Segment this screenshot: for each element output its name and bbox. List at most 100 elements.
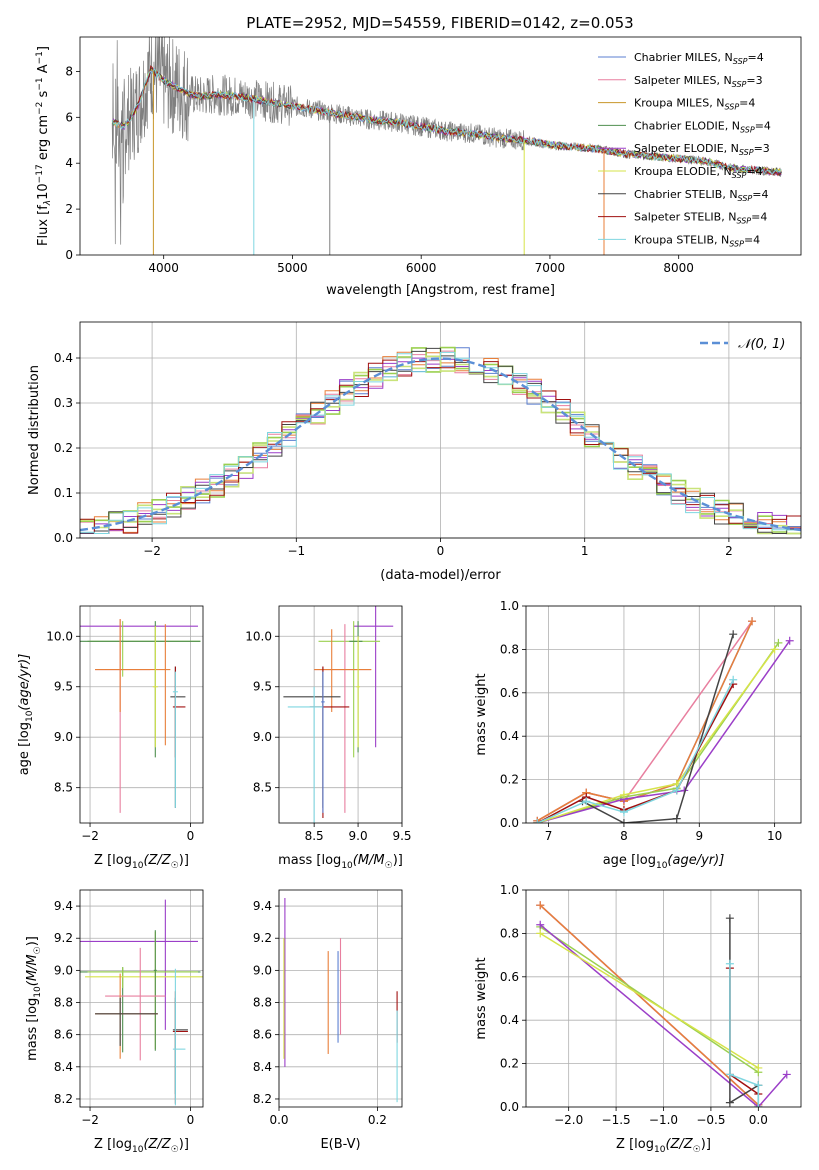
legend-entry: Salpeter MILES, NSSP=3 [634, 74, 763, 89]
weight-series-line [537, 642, 780, 823]
x-axis-label: Z [log10(Z/Z☉)] [616, 1137, 711, 1155]
weight-point-marker [754, 1063, 763, 1072]
mass-vs-ebv-panel: 0.0 0.2 8.2 8.4 8.6 8.8 9.0 9.2 9.4 E(B-V) [253, 889, 403, 1152]
y-tick-label: 0.1 [54, 486, 73, 500]
mass-weight-lines [536, 901, 791, 1107]
x-tick-label: 7 [545, 829, 553, 843]
weight-series-line [536, 679, 734, 823]
y-tick-label: 6 [65, 110, 73, 124]
weight-series-line [539, 904, 759, 1106]
y-tick-label: 0.8 [500, 642, 519, 656]
weight-point-marker [619, 808, 628, 817]
y-axis-label: Normed distribution [27, 365, 42, 495]
weight-series-line [729, 918, 760, 1107]
y-tick-label: 9.0 [54, 730, 73, 744]
legend-entry: Salpeter ELODIE, NSSP=3 [634, 142, 770, 157]
weight-point-marker [619, 790, 628, 799]
weight-vs-metallicity-panel: −2.0 −1.5 −1.0 −0.5 0.0 0.0 0.2 0.4 0.6 0.8 1.0 mas… [474, 883, 802, 1155]
y-tick-label: 2 [65, 202, 73, 216]
x-tick-label: 9.0 [349, 829, 368, 843]
weight-point-marker [533, 819, 542, 823]
x-tick-label: 6000 [406, 261, 437, 275]
x-tick-label: 8.5 [305, 829, 324, 843]
y-tick-label: 0 [65, 248, 73, 262]
weight-series-line [536, 683, 734, 823]
x-tick-label: 0.2 [368, 1113, 387, 1127]
weight-point-marker [536, 901, 545, 910]
axes-frame [79, 889, 204, 1108]
weight-point-marker [754, 1081, 763, 1090]
y-tick-label: 0.0 [500, 816, 519, 830]
spectrum-plot [111, 37, 782, 255]
x-axis-label: Z [log10(Z/Z☉)] [94, 853, 189, 871]
weight-point-marker [672, 786, 681, 795]
model-spectrum-line [111, 65, 782, 177]
x-tick-label: 0.0 [269, 1113, 288, 1127]
normal-distribution-curve [80, 357, 801, 532]
age-mass-points [283, 606, 394, 823]
x-tick-label: 7000 [535, 261, 566, 275]
weight-point-marker [770, 645, 779, 654]
y-tick-label: 9.0 [54, 963, 73, 977]
histogram-step-line [80, 359, 801, 534]
mass-weight-lines [533, 617, 794, 823]
weight-series-line [537, 648, 776, 823]
x-axis-label: mass [log10(M/M☉)] [278, 853, 403, 871]
y-tick-label: 8.6 [54, 1028, 73, 1042]
y-tick-label: 9.4 [54, 899, 73, 913]
weight-point-marker [582, 797, 591, 806]
y-tick-label: 0.4 [500, 729, 519, 743]
age-vs-metallicity-panel: −2 0 8.5 9.0 9.5 10.0 Z [log10(Z/Z☉)] age [log1… [17, 605, 204, 871]
y-tick-label: 8 [65, 64, 73, 78]
mass-ebv-points [283, 898, 398, 1103]
y-tick-label: 9.5 [253, 680, 272, 694]
y-tick-label: 9.2 [253, 931, 272, 945]
weight-series-line [582, 633, 734, 823]
legend-entry: Chabrier STELIB, NSSP=4 [634, 188, 768, 203]
y-tick-label: 0.2 [500, 773, 519, 787]
legend-entry: Chabrier MILES, NSSP=4 [634, 51, 764, 66]
y-tick-label: 9.4 [253, 899, 272, 913]
weight-series-line [539, 932, 759, 1069]
spectrum-panel: 4000 5000 6000 7000 8000 0 2 4 6 8 wavelength [Ang… [35, 36, 802, 298]
y-tick-label: 9.0 [253, 730, 272, 744]
figure-title: PLATE=2952, MJD=54559, FIBERID=0142, z=0… [246, 14, 633, 32]
x-tick-label: 10 [767, 829, 782, 843]
y-axis-label: mass weight [474, 957, 489, 1039]
weight-point-marker [672, 814, 681, 823]
y-tick-label: 8.2 [253, 1092, 272, 1106]
x-tick-label: 0.0 [749, 1113, 768, 1127]
weight-point-marker [725, 959, 734, 968]
legend-entry: Kroupa MILES, NSSP=4 [634, 97, 755, 112]
y-axis-label: Flux [fλ10−17 erg cm−2 s−1 A−1] [35, 46, 53, 246]
y-tick-label: 8.4 [54, 1060, 73, 1074]
axes-frame [525, 889, 802, 1108]
y-tick-label: 8.4 [253, 1060, 272, 1074]
y-tick-label: 0.0 [500, 1100, 519, 1114]
weight-point-marker [729, 675, 738, 684]
weight-point-marker [536, 929, 545, 938]
y-tick-label: 0.4 [54, 351, 73, 365]
y-tick-label: 9.0 [253, 963, 272, 977]
weight-point-marker [748, 617, 757, 626]
legend-entry: 𝒩(0, 1) [738, 337, 785, 352]
x-tick-label: 0 [187, 1113, 195, 1127]
weight-vs-age-panel: 7 8 9 10 0.0 0.2 0.4 0.6 0.8 1.0 mass weight age [l… [474, 599, 802, 871]
weight-point-marker [619, 819, 628, 823]
x-tick-label: 0 [437, 544, 445, 558]
weight-series-line [537, 640, 791, 823]
weight-series-line [539, 924, 788, 1107]
age-metallicity-points [80, 619, 201, 813]
y-tick-label: 8.2 [54, 1092, 73, 1106]
histogram-step-line [80, 351, 801, 534]
weight-point-marker [725, 1098, 734, 1107]
y-tick-label: 8.8 [54, 996, 73, 1010]
age-vs-mass-panel: 8.5 9.0 9.5 8.5 9.0 9.5 10.0 mass [log10(M/M☉)] [245, 605, 412, 871]
x-axis-label: (data-model)/error [380, 568, 501, 583]
x-tick-label: −2 [81, 1113, 99, 1127]
y-tick-label: 9.2 [54, 931, 73, 945]
residual-histogram-panel: −2 −1 0 1 2 0.0 0.1 0.2 0.3 0.4 𝒩(0, 1) (data-model… [27, 321, 802, 583]
x-tick-label: 0 [187, 829, 195, 843]
legend-entry: Salpeter STELIB, NSSP=4 [634, 211, 767, 226]
